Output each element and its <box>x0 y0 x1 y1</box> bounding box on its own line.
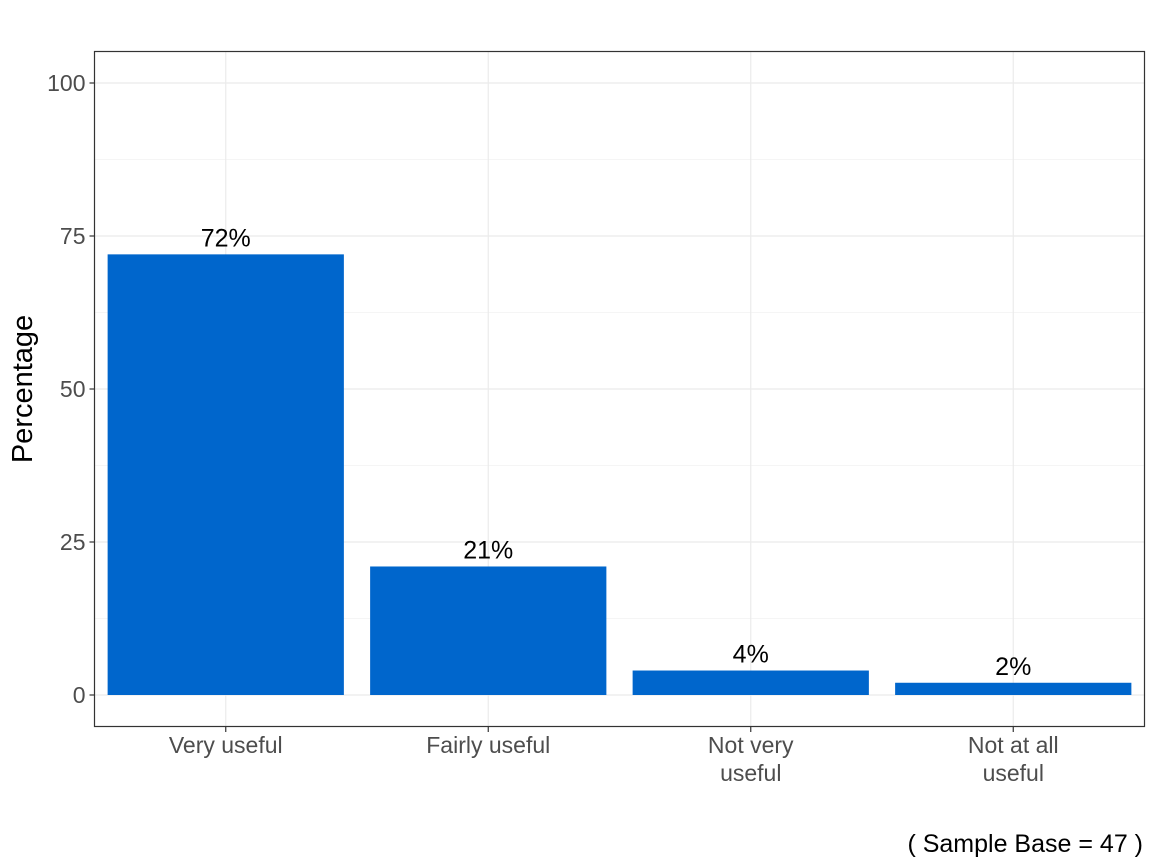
x-tick-label-line: useful <box>983 760 1044 786</box>
bar-data-label: 4% <box>733 641 769 669</box>
y-tick-label: 0 <box>73 682 86 708</box>
x-tick-label-line: Not at all <box>968 732 1059 758</box>
data-labels: 72% 21% 4% 2% <box>201 224 1032 680</box>
x-axis: Very useful Fairly useful Not very usefulNo… <box>169 726 1059 786</box>
y-axis: 0 25 50 75 100 <box>47 70 95 708</box>
x-tick-label-line: Not very <box>708 732 794 758</box>
x-tick-label: Very useful <box>169 732 283 758</box>
bar-data-label: 21% <box>463 536 513 564</box>
x-tick-label: Not at all useful <box>968 732 1059 786</box>
bar <box>632 670 869 695</box>
x-tick-label: Not very useful <box>708 732 794 786</box>
bar <box>895 682 1132 695</box>
y-axis-title: Percentage <box>7 315 39 463</box>
bars <box>107 254 1132 696</box>
x-tick-label-line: Fairly useful <box>426 732 550 758</box>
x-tick-label-line: useful <box>720 760 781 786</box>
y-tick-label: 100 <box>47 70 85 96</box>
sample-base-caption: ( Sample Base = 47 ) <box>907 830 1143 858</box>
x-tick-label: Fairly useful <box>426 732 550 758</box>
y-tick-label: 50 <box>60 376 86 402</box>
bar <box>107 254 344 696</box>
bar-data-label: 2% <box>995 653 1031 681</box>
bar-data-label: 72% <box>201 224 251 252</box>
x-tick-label-line: Very useful <box>169 732 283 758</box>
y-tick-label: 25 <box>60 529 86 555</box>
y-tick-label: 75 <box>60 223 86 249</box>
bar <box>370 566 607 695</box>
